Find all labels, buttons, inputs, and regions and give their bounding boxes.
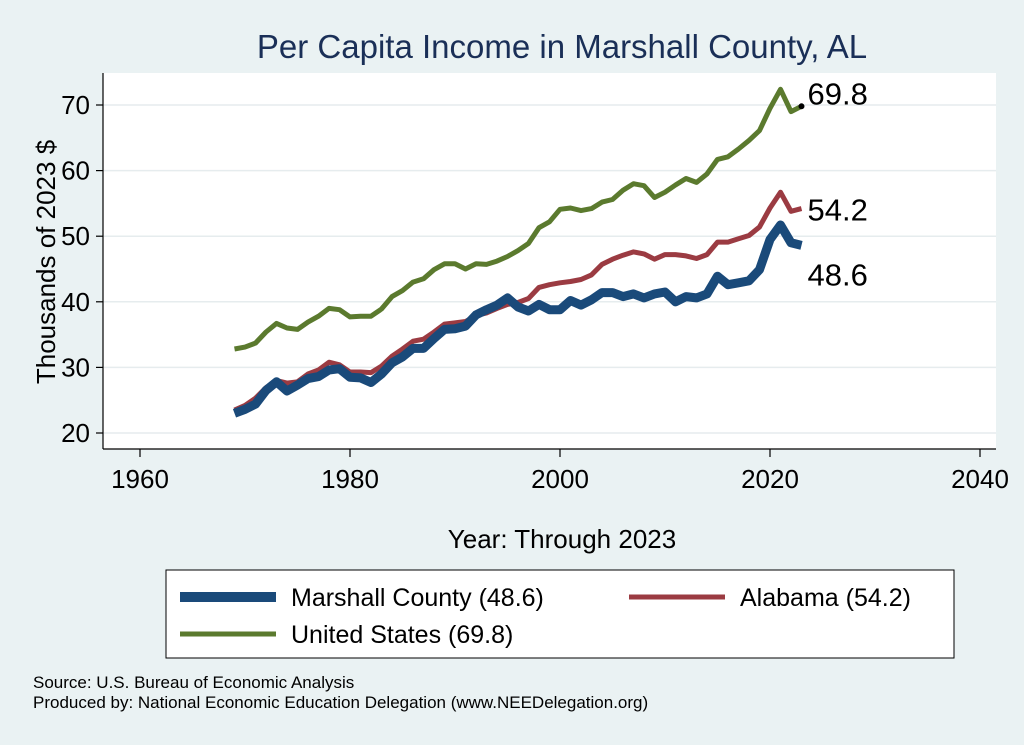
y-axis-title: Thousands of 2023 $: [31, 139, 61, 384]
chart-title: Per Capita Income in Marshall County, AL: [257, 28, 867, 65]
y-tick-label: 20: [61, 418, 90, 448]
plot-area: [103, 73, 996, 449]
y-tick-label: 60: [61, 156, 90, 186]
legend-label-marshall: Marshall County (48.6): [291, 584, 544, 612]
end-marker-us: [798, 103, 805, 110]
x-axis-title: Year: Through 2023: [448, 524, 676, 554]
produced-by-line: Produced by: National Economic Education…: [33, 693, 648, 712]
legend: Marshall County (48.6) Alabama (54.2) Un…: [165, 569, 955, 659]
end-labels: 48.6 54.2 69.8: [798, 76, 868, 292]
y-tick-label: 50: [61, 221, 90, 251]
x-tick-label: 2000: [531, 464, 589, 494]
axes: 20 30 40 50 60 70 1960 1980 2000 2020 2040: [61, 73, 1009, 494]
end-label-marshall: 48.6: [808, 257, 868, 292]
series-layer: [232, 86, 803, 418]
y-tick-label: 40: [61, 287, 90, 317]
series-marshall-county: [232, 220, 803, 418]
y-tick-label: 30: [61, 352, 90, 382]
legend-label-alabama: Alabama (54.2): [740, 584, 911, 612]
x-tick-label: 1980: [321, 464, 379, 494]
source-line: Source: U.S. Bureau of Economic Analysis: [33, 673, 354, 692]
series-united-states: [234, 86, 803, 352]
x-tick-label: 2020: [741, 464, 799, 494]
legend-box: [165, 569, 955, 659]
end-label-alabama: 54.2: [808, 193, 868, 228]
x-tick-label: 1960: [111, 464, 169, 494]
end-label-us: 69.8: [808, 76, 868, 111]
y-tick-label: 70: [61, 90, 90, 120]
legend-label-us: United States (69.8): [291, 621, 513, 649]
grid: [103, 104, 996, 434]
x-tick-label: 2040: [951, 464, 1009, 494]
